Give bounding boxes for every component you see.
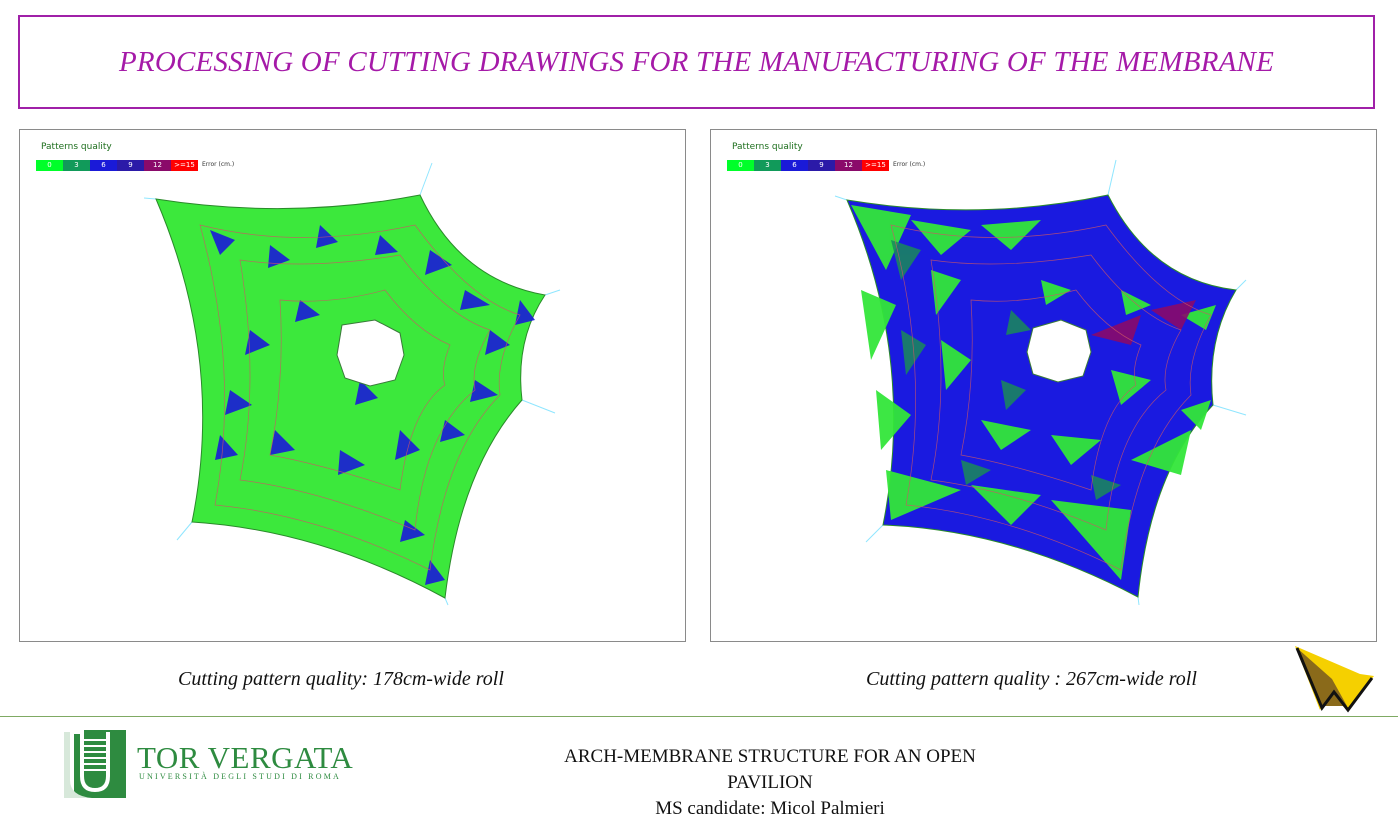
legend-bin-3: 3: [754, 160, 781, 171]
legend-bar: 0 3 6 9 12 >=15: [727, 160, 889, 171]
legend-bin-12: 12: [835, 160, 862, 171]
legend-bar: 0 3 6 9 12 >=15: [36, 160, 198, 171]
university-name: TOR VERGATA: [137, 740, 354, 775]
caption-178: Cutting pattern quality: 178cm-wide roll: [178, 668, 504, 690]
legend-bin-12: 12: [144, 160, 171, 171]
legend-bin-15: >=15: [862, 160, 889, 171]
legend-bin-9: 9: [117, 160, 144, 171]
membrane-render-178: [143, 162, 561, 606]
footer-divider: [0, 716, 1398, 717]
pattern-panel-178: Patterns quality 0 3 6 9 12 >=15 Error (…: [19, 129, 686, 642]
legend-bin-6: 6: [90, 160, 117, 171]
legend-title: Patterns quality: [41, 142, 112, 152]
pattern-panel-267: Patterns quality 0 3 6 9 12 >=15 Error (…: [710, 129, 1377, 642]
legend-bin-3: 3: [63, 160, 90, 171]
membrane-render-267: [834, 159, 1247, 606]
legend-title: Patterns quality: [732, 142, 803, 152]
footer-text: ARCH-MEMBRANE STRUCTURE FOR AN OPEN PAVI…: [540, 744, 1000, 822]
university-crest-icon: [64, 730, 126, 798]
title-box: PROCESSING OF CUTTING DRAWINGS FOR THE M…: [18, 15, 1375, 109]
legend-bin-6: 6: [781, 160, 808, 171]
legend-bin-9: 9: [808, 160, 835, 171]
legend-bin-0: 0: [727, 160, 754, 171]
university-subtitle: UNIVERSITÀ DEGLI STUDI DI ROMA: [139, 772, 341, 781]
tent-logo-icon: [1295, 646, 1374, 713]
caption-267: Cutting pattern quality : 267cm-wide rol…: [866, 668, 1197, 690]
page-title: PROCESSING OF CUTTING DRAWINGS FOR THE M…: [118, 45, 1274, 78]
legend-unit: Error (cm.): [893, 161, 926, 168]
legend-unit: Error (cm.): [202, 161, 235, 168]
legend-bin-15: >=15: [171, 160, 198, 171]
candidate-name: MS candidate: Micol Palmieri: [655, 798, 885, 819]
legend-bin-0: 0: [36, 160, 63, 171]
project-title: ARCH-MEMBRANE STRUCTURE FOR AN OPEN PAVI…: [564, 746, 976, 793]
